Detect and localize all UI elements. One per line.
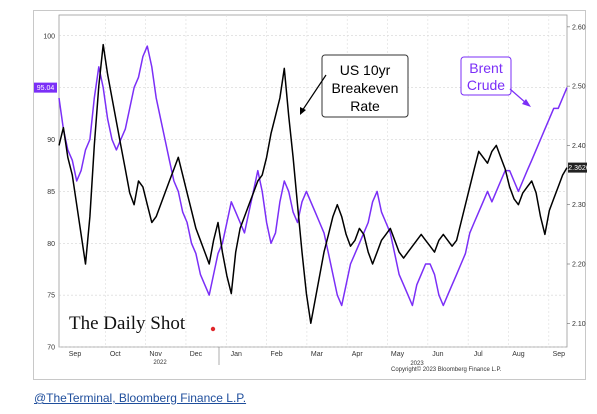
breakeven-annotation-text: US 10yr: [340, 62, 391, 78]
breakeven-arrowhead: [300, 107, 306, 115]
x-axis-tick: Dec: [190, 351, 203, 358]
x-axis-tick: Apr: [352, 351, 364, 358]
left-axis-tick: 80: [47, 241, 55, 248]
year-label: 2023: [410, 361, 424, 367]
breakeven-annotation-arrow: [301, 74, 327, 112]
x-axis-tick: Aug: [512, 351, 525, 358]
right-axis-tick: 2.50: [572, 84, 586, 91]
breakeven-last-value-label: 2.3626: [568, 165, 587, 172]
watermark-dot: [210, 326, 216, 332]
brent-arrowhead: [522, 99, 531, 107]
brent-annotation-text: Crude: [467, 77, 505, 93]
x-axis-tick: Jan: [231, 351, 242, 358]
chart-frame: 7075808590951002.102.202.302.402.502.60S…: [33, 10, 587, 380]
right-axis-tick: 2.40: [572, 143, 586, 150]
x-axis-tick: Jun: [432, 351, 443, 358]
right-axis-tick: 2.60: [572, 24, 586, 31]
x-axis-tick: Jul: [474, 351, 483, 358]
breakeven-rate-line: [58, 43, 568, 325]
brent-last-value-label: 95.04: [37, 85, 55, 92]
left-axis-tick: 90: [47, 137, 55, 144]
x-axis-tick: Sep: [553, 351, 566, 358]
brent-annotation-arrow: [509, 88, 527, 104]
left-axis-tick: 70: [47, 345, 55, 352]
copyright-text: Copyright© 2023 Bloomberg Finance L.P.: [391, 366, 502, 373]
left-axis-tick: 85: [47, 189, 55, 196]
x-axis-tick: Feb: [271, 351, 283, 358]
watermark: The Daily Shot: [69, 313, 186, 334]
x-axis-tick: Nov: [149, 351, 162, 358]
breakeven-last-value-tag: [568, 162, 587, 173]
chart-svg: 7075808590951002.102.202.302.402.502.60S…: [34, 14, 587, 373]
right-axis-tick: 2.10: [572, 321, 586, 328]
brent-last-value-tag: [34, 82, 57, 93]
breakeven-annotation-text: Breakeven: [332, 80, 399, 96]
x-axis-tick: Oct: [110, 351, 121, 358]
brent-annotation-box: [460, 56, 512, 96]
left-axis-tick: 100: [43, 33, 55, 40]
x-axis-tick: May: [391, 351, 405, 358]
breakeven-annotation-box: [321, 54, 409, 118]
left-axis-tick: 75: [47, 293, 55, 300]
x-axis-tick: Mar: [311, 351, 324, 358]
breakeven-annotation-text: Rate: [350, 98, 380, 114]
year-label: 2022: [153, 360, 167, 366]
brent-crude-line: [58, 45, 568, 307]
right-axis-tick: 2.30: [572, 202, 586, 209]
right-axis-tick: 2.20: [572, 262, 586, 269]
brent-annotation-text: Brent: [469, 60, 503, 76]
x-axis-tick: Sep: [69, 351, 82, 358]
source-link[interactable]: @TheTerminal, Bloomberg Finance L.P.: [34, 391, 247, 405]
